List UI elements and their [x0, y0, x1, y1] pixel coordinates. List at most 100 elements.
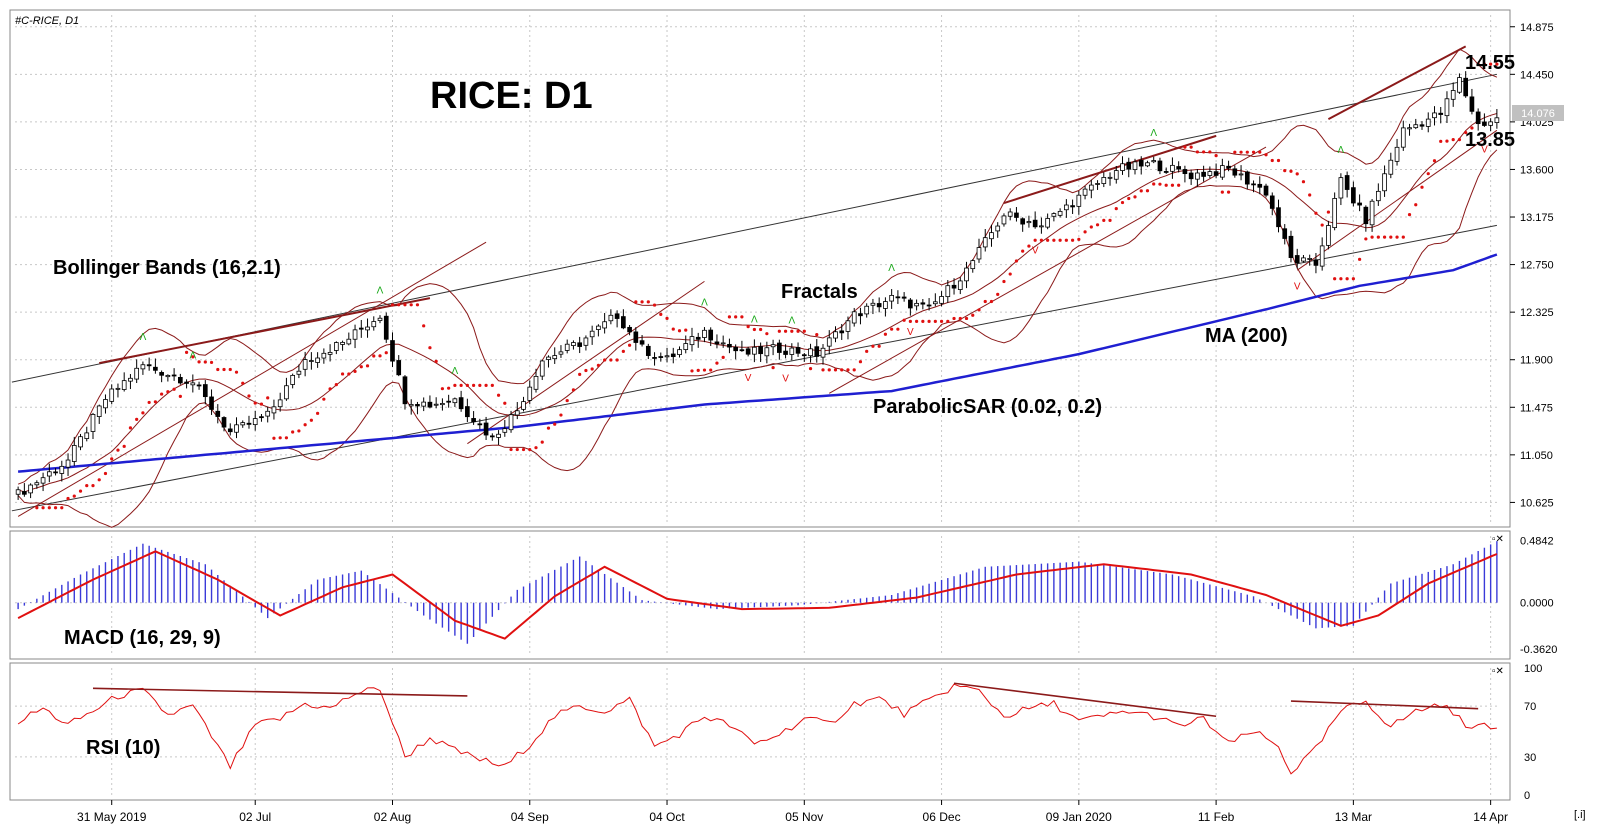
sar-dot — [1177, 183, 1181, 187]
macd-panel-controls[interactable]: ▫✕ — [1492, 534, 1504, 545]
sar-dot — [590, 367, 594, 371]
sar-dot — [1426, 172, 1430, 176]
candle-bear — [876, 303, 882, 308]
sar-dot — [1189, 145, 1193, 149]
fractal-up-marker: Λ — [1150, 128, 1157, 139]
sar-dot — [621, 349, 625, 353]
candle-bull — [340, 341, 345, 345]
rsi-panel-frame — [9, 662, 1511, 801]
sar-dot — [359, 365, 363, 369]
scroll-end-icon[interactable]: [.i] — [1574, 809, 1586, 821]
sar-dot — [1064, 238, 1068, 242]
time-tick-label: 31 May 2019 — [77, 810, 147, 824]
candle-bear — [670, 353, 676, 358]
sar-dot — [915, 319, 919, 323]
candle-bear — [1163, 171, 1169, 173]
price-tick-label: 13.600 — [1520, 164, 1554, 176]
candle-bear — [358, 327, 364, 330]
candle-bull — [552, 355, 558, 360]
candle-bear — [1244, 171, 1250, 185]
regression-line-4 — [1296, 129, 1498, 271]
candle-bear — [801, 354, 807, 357]
sar-dot — [1170, 183, 1175, 187]
sar-dot — [1276, 158, 1281, 163]
sar-dot — [1432, 159, 1437, 163]
sar-dot — [902, 318, 906, 322]
sar-dot — [1139, 189, 1143, 193]
sar-dot — [759, 327, 763, 332]
chart-title: RICE: D1 — [430, 75, 593, 117]
sar-dot — [690, 369, 694, 373]
candle-bull — [845, 320, 851, 332]
sar-dot — [272, 436, 276, 440]
rsi-tick-label: 0 — [1524, 790, 1530, 802]
sar-dot — [372, 354, 376, 358]
candle-bull — [1095, 183, 1100, 185]
sar-dot — [1301, 180, 1306, 184]
candle-bear — [153, 366, 158, 371]
sar-dot — [1202, 150, 1206, 154]
candle-bull — [596, 325, 601, 330]
candle-bull — [1082, 188, 1088, 196]
candle-bull — [1400, 127, 1406, 148]
candle-bull — [602, 321, 607, 329]
candle-bear — [1269, 195, 1275, 209]
sar-dot — [1289, 169, 1293, 173]
sar-dot — [284, 436, 289, 440]
candle-bear — [577, 342, 583, 347]
sar-dot — [1482, 62, 1487, 66]
candle-bull — [265, 410, 271, 417]
candle-bear — [758, 346, 763, 355]
candle-bear — [178, 376, 183, 384]
sar-dot — [721, 355, 725, 359]
candle-bull — [1388, 159, 1394, 175]
rsi-panel-controls[interactable]: ▫✕ — [1492, 666, 1504, 677]
candle-bear — [1126, 161, 1132, 170]
sar-dot — [316, 411, 320, 415]
sar-dot — [490, 383, 494, 387]
sar-dot — [85, 484, 89, 488]
sar-dot — [1233, 150, 1237, 154]
candle-bull — [995, 225, 1001, 232]
sar-dot — [652, 303, 657, 307]
support-level: 13.85 — [1465, 129, 1515, 151]
candle-bear — [727, 343, 732, 348]
time-tick-label: 13 Mar — [1335, 810, 1372, 824]
sar-dot — [871, 344, 875, 348]
candle-bull — [1369, 200, 1375, 226]
candle-bull — [1494, 117, 1500, 123]
sar-dot — [234, 370, 239, 374]
candle-bull — [976, 247, 982, 260]
candle-bull — [677, 349, 682, 356]
candle-bull — [1132, 161, 1138, 171]
candle-bull — [514, 410, 520, 416]
rsi-tick-label: 30 — [1524, 752, 1536, 764]
candle-bear — [639, 340, 645, 345]
sar-dot — [640, 300, 644, 304]
candle-bear — [1294, 255, 1300, 264]
price-panel-frame — [9, 9, 1511, 528]
candle-bull — [315, 357, 320, 363]
sar-dot — [977, 308, 981, 312]
sar-dot — [1052, 238, 1056, 242]
candle-bull — [1238, 173, 1244, 176]
rsi-trendline-2 — [953, 682, 1217, 718]
candle-bull — [527, 386, 533, 401]
sar-dot — [1058, 238, 1062, 242]
parabolic-sar — [35, 62, 1499, 510]
sar-dot — [78, 489, 83, 493]
candle-bear — [745, 348, 751, 355]
sar-dot — [434, 359, 438, 363]
candle-bull — [408, 404, 414, 407]
candle-bull — [1076, 194, 1082, 207]
candle-bear — [477, 423, 483, 426]
candle-bull — [982, 237, 988, 248]
sar-dot — [802, 329, 806, 333]
sar-dot — [596, 363, 600, 367]
candle-bull — [789, 347, 795, 355]
sar-dot — [1489, 62, 1493, 66]
candle-bull — [1051, 213, 1057, 217]
candle-bear — [839, 330, 845, 334]
candle-bull — [826, 337, 832, 347]
